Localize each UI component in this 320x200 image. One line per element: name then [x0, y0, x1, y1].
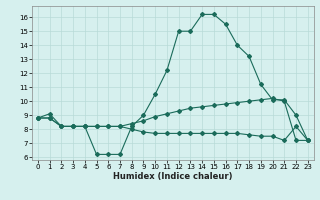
- X-axis label: Humidex (Indice chaleur): Humidex (Indice chaleur): [113, 172, 233, 181]
